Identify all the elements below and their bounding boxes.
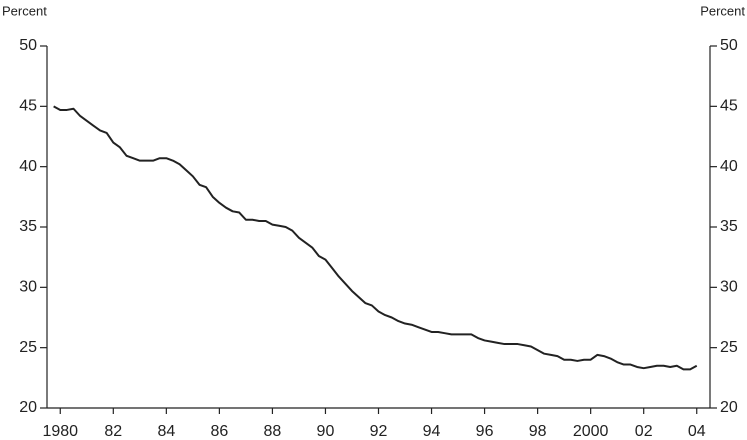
y-tick-label: 25	[19, 339, 37, 356]
y2-tick-label: 35	[720, 218, 738, 235]
x-tick-label: 84	[157, 423, 175, 440]
y-tick-label: 45	[19, 98, 37, 115]
x-tick-label: 1980	[42, 423, 78, 440]
y-axis-label: Percent	[2, 3, 47, 18]
x-tick-label: 88	[264, 423, 282, 440]
x-tick-label: 98	[529, 423, 547, 440]
data-line	[53, 105, 698, 371]
y2-tick-label: 45	[720, 98, 738, 115]
y2-tick-label: 25	[720, 339, 738, 356]
x-tick-label: 92	[370, 423, 388, 440]
x-tick-label: 90	[317, 423, 335, 440]
x-tick-label: 96	[476, 423, 494, 440]
y2-tick-label: 20	[720, 399, 738, 416]
x-tick-label: 02	[635, 423, 653, 440]
x-tick-label: 04	[688, 423, 706, 440]
y-tick-label: 30	[19, 279, 37, 296]
y-tick-label: 40	[19, 158, 37, 175]
x-tick-label: 82	[104, 423, 122, 440]
y2-tick-label: 30	[720, 279, 738, 296]
x-tick-label: 94	[423, 423, 441, 440]
y-tick-label: 20	[19, 399, 37, 416]
y-tick-label: 50	[19, 37, 37, 54]
y-tick-label: 35	[19, 218, 37, 235]
y2-axis-label: Percent	[700, 3, 745, 18]
x-tick-label: 86	[210, 423, 228, 440]
x-tick-label: 2000	[573, 423, 609, 440]
y2-tick-label: 40	[720, 158, 738, 175]
y2-tick-label: 50	[720, 37, 738, 54]
